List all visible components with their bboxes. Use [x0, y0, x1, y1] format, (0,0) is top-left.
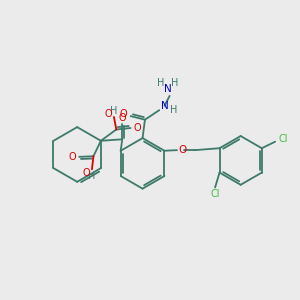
- Text: H: H: [170, 105, 177, 115]
- Text: O: O: [120, 109, 128, 119]
- Text: H: H: [157, 78, 164, 88]
- Text: O: O: [178, 145, 186, 155]
- Text: O: O: [82, 168, 90, 178]
- Text: N: N: [164, 84, 172, 94]
- Text: H: H: [110, 106, 118, 116]
- Text: O: O: [134, 123, 142, 133]
- Text: O: O: [118, 113, 126, 123]
- Text: N: N: [161, 101, 168, 111]
- Text: O: O: [104, 109, 112, 119]
- Text: H: H: [171, 78, 179, 88]
- Text: Cl: Cl: [210, 189, 220, 199]
- Text: Cl: Cl: [278, 134, 288, 144]
- Text: H: H: [88, 171, 95, 181]
- Text: O: O: [69, 152, 76, 162]
